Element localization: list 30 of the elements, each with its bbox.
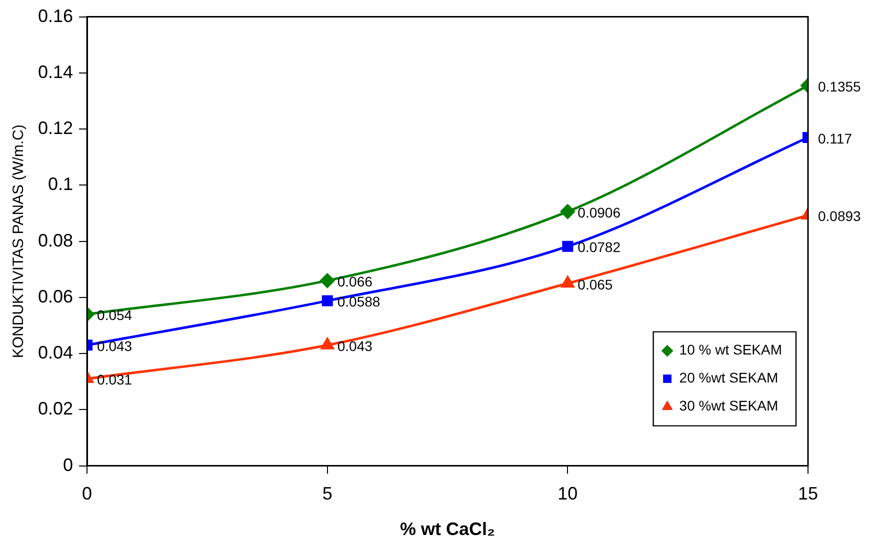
y-tick-label: 0.14 (38, 62, 74, 82)
legend-label: 30 %wt SEKAM (679, 398, 778, 414)
y-tick-label: 0.06 (38, 286, 74, 306)
y-tick-label: 0.02 (38, 398, 74, 419)
data-label: 0.043 (97, 338, 132, 354)
data-label: 0.031 (97, 372, 132, 388)
x-axis-title: % wt CaCl₂ (400, 519, 496, 540)
x-tick-label: 0 (82, 484, 92, 504)
x-tick-label: 15 (798, 484, 818, 504)
legend-label: 10 % wt SEKAM (679, 342, 782, 358)
y-tick-label: 0.12 (38, 118, 74, 138)
data-label: 0.066 (337, 273, 373, 290)
y-tick-label: 0 (63, 454, 74, 475)
data-label: 0.117 (818, 130, 852, 146)
y-tick-label: 0.16 (38, 6, 74, 26)
legend-label: 20 %wt SEKAM (679, 370, 778, 386)
data-label: 0.0893 (818, 208, 862, 224)
data-label: 0.1355 (818, 78, 862, 94)
y-tick-label: 0.08 (38, 230, 74, 250)
data-label: 0.065 (578, 276, 613, 292)
data-label: 0.054 (97, 307, 132, 324)
data-label: 0.043 (337, 338, 373, 354)
y-tick-label: 0.1 (48, 174, 74, 194)
data-label: 0.0588 (337, 294, 380, 310)
data-label: 0.0782 (578, 239, 621, 256)
x-tick-label: 5 (322, 484, 332, 504)
x-tick-label: 10 (558, 484, 578, 504)
data-label: 0.0906 (578, 204, 621, 220)
y-tick-label: 0.04 (38, 342, 74, 363)
y-axis-title: KONDUKTIVITAS PANAS (W/m.C) (10, 124, 28, 358)
